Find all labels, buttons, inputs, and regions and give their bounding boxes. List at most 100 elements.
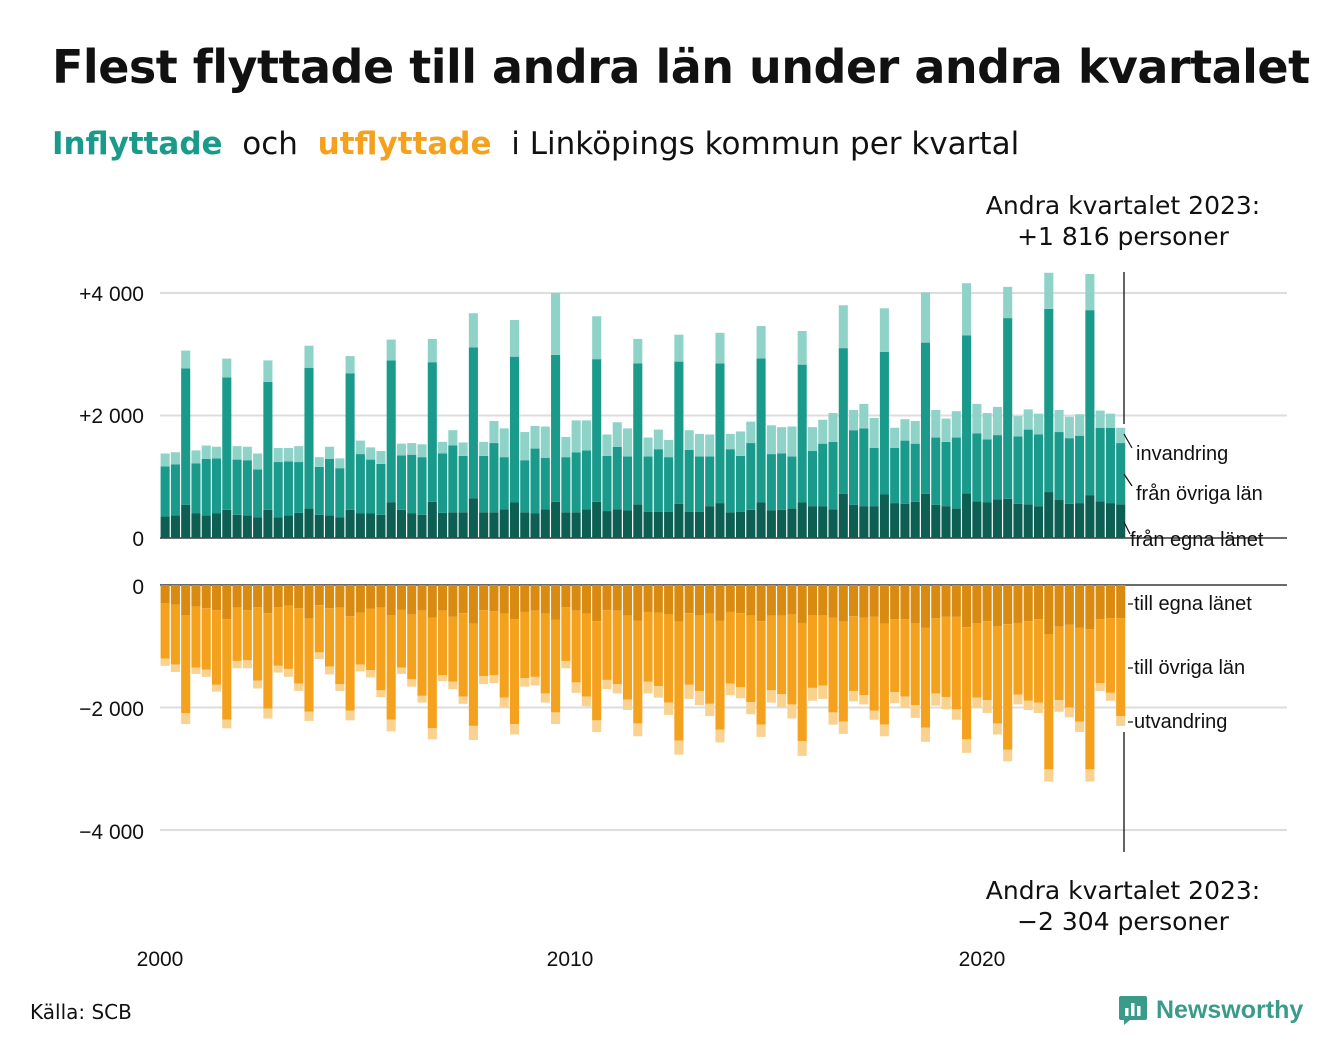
bar-in-1-4: [201, 458, 211, 516]
bar-out-1-63: [807, 615, 818, 688]
bar-in-0-54: [715, 503, 725, 538]
bar-out-1-2: [181, 615, 191, 714]
bar-out-2-82: [1003, 749, 1013, 762]
bar-out-2-39: [561, 660, 571, 669]
bar-out-0-20: [366, 585, 376, 609]
bar-out-2-63: [807, 687, 818, 701]
bar-out-2-47: [643, 681, 653, 694]
bar-in-2-14: [304, 345, 314, 368]
bar-out-1-43: [602, 610, 612, 680]
bar-out-2-86: [1044, 769, 1054, 782]
annotation-top-line1: Andra kvartalet 2023:: [986, 191, 1260, 220]
bar-in-0-9: [253, 517, 263, 538]
bar-out-0-57: [746, 585, 756, 616]
bar-in-2-83: [1013, 416, 1023, 437]
bar-out-1-4: [201, 608, 211, 670]
x-tick-2010: 2010: [547, 948, 594, 971]
bar-out-1-34: [509, 619, 520, 725]
bar-in-1-9: [253, 469, 263, 518]
bar-in-2-17: [335, 458, 345, 469]
bar-out-1-51: [684, 613, 694, 685]
bar-in-1-23: [396, 455, 407, 510]
subtitle-och: och: [242, 126, 298, 162]
bar-in-1-52: [694, 456, 704, 512]
bar-in-0-18: [345, 509, 355, 538]
bar-out-1-57: [746, 615, 756, 702]
bar-out-0-82: [1003, 585, 1013, 625]
bar-in-1-35: [520, 460, 530, 513]
label-fran-egna: från egna länet: [1130, 529, 1264, 551]
bar-in-1-68: [859, 428, 869, 507]
bar-out-0-46: [633, 585, 643, 621]
bar-out-0-67: [849, 585, 859, 617]
annotation-bottom-line2: −2 304 personer: [1017, 907, 1230, 936]
bar-in-1-86: [1044, 308, 1054, 493]
bar-in-0-53: [705, 506, 715, 538]
bar-out-2-74: [920, 727, 931, 742]
bar-out-1-16: [325, 608, 335, 667]
bar-out-2-91: [1095, 683, 1105, 691]
bar-in-1-41: [581, 450, 591, 510]
bar-in-0-88: [1064, 503, 1074, 538]
bar-in-1-71: [890, 447, 900, 504]
bar-out-0-6: [222, 585, 232, 620]
bar-in-0-79: [972, 501, 982, 538]
bar-out-0-87: [1054, 585, 1064, 627]
bar-out-0-27: [438, 585, 448, 611]
bar-in-2-51: [684, 430, 694, 450]
bar-in-0-25: [417, 514, 427, 538]
bar-in-0-27: [438, 512, 448, 538]
bar-out-2-0: [160, 658, 170, 666]
bar-in-2-11: [273, 447, 283, 463]
bar-out-2-40: [571, 682, 581, 693]
bar-in-0-0: [160, 516, 170, 538]
bar-out-1-12: [283, 605, 293, 669]
bar-in-2-7: [232, 446, 242, 460]
bar-out-2-1: [170, 664, 180, 672]
bar-out-2-24: [407, 679, 417, 687]
bar-in-1-72: [900, 440, 910, 504]
bar-in-2-66: [838, 305, 848, 349]
newsworthy-logo[interactable]: Newsworthy: [1118, 994, 1303, 1026]
bar-in-1-74: [920, 342, 931, 494]
bar-in-0-56: [736, 511, 746, 538]
bar-in-0-93: [1116, 504, 1126, 538]
bar-in-2-23: [396, 443, 407, 456]
bar-in-0-1: [170, 515, 180, 538]
bar-in-0-46: [633, 504, 643, 538]
bar-out-1-0: [160, 603, 170, 659]
bar-in-0-30: [468, 498, 478, 538]
bar-out-0-43: [602, 585, 612, 611]
bar-in-1-38: [551, 354, 561, 502]
bar-out-2-59: [766, 690, 776, 703]
bar-in-2-5: [211, 446, 222, 459]
bar-out-1-67: [849, 616, 859, 691]
bar-out-2-76: [941, 697, 951, 710]
bar-in-0-87: [1054, 500, 1064, 538]
bar-in-2-37: [540, 426, 550, 458]
bar-out-0-12: [283, 585, 293, 606]
bar-in-2-72: [900, 419, 910, 441]
x-tick-2000: 2000: [137, 948, 184, 971]
axes: +4 000 +2 000 0 0 −2 000 −4 000 2000 201…: [79, 283, 1005, 971]
bar-in-2-89: [1075, 414, 1085, 436]
bar-in-2-25: [417, 444, 427, 458]
bar-in-1-83: [1013, 436, 1023, 504]
bar-out-1-50: [674, 621, 684, 741]
bar-in-0-19: [355, 513, 365, 538]
bar-out-1-40: [571, 610, 581, 683]
bar-out-0-3: [191, 585, 201, 607]
bar-out-1-42: [592, 621, 602, 721]
bar-in-0-29: [458, 512, 468, 538]
bar-in-2-19: [355, 440, 365, 455]
annotations: Andra kvartalet 2023: +1 816 personer An…: [986, 191, 1260, 936]
bar-in-2-85: [1033, 413, 1044, 435]
bar-in-0-67: [849, 504, 859, 539]
bar-in-2-87: [1054, 409, 1064, 433]
bar-out-2-51: [684, 684, 694, 699]
bar-in-1-82: [1003, 318, 1013, 499]
bar-out-1-61: [787, 614, 797, 705]
bar-out-2-78: [962, 739, 972, 753]
bar-out-1-59: [766, 615, 776, 691]
bar-out-1-77: [951, 616, 961, 710]
